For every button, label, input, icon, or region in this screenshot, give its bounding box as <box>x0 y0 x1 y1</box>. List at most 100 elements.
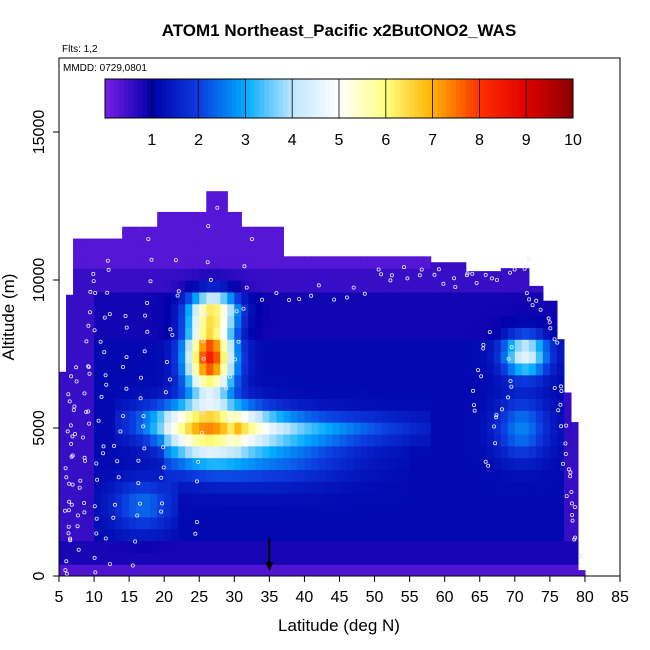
heatmap-cell <box>122 280 130 293</box>
heatmap-cell <box>241 457 249 471</box>
heatmap-cell <box>374 339 383 352</box>
heatmap-cell <box>367 433 376 447</box>
sample-point <box>92 328 97 333</box>
heatmap-cell <box>206 374 214 388</box>
colorbar-segment <box>418 79 424 118</box>
heatmap-cell <box>563 552 572 565</box>
heatmap-cell <box>115 398 123 411</box>
heatmap-cell <box>290 351 299 364</box>
sample-point <box>441 281 446 286</box>
heatmap-cell <box>346 351 355 364</box>
heatmap-cell <box>122 232 130 246</box>
heatmap-cell <box>346 433 355 447</box>
heatmap-cell <box>171 504 179 518</box>
heatmap-cell <box>73 327 81 340</box>
heatmap-cell <box>192 564 200 576</box>
heatmap-cell <box>381 422 390 435</box>
sample-point <box>494 277 499 282</box>
heatmap-cell <box>409 481 418 494</box>
heatmap-cell <box>206 327 214 340</box>
heatmap-cell <box>115 552 123 565</box>
heatmap-cell <box>297 303 306 317</box>
sample-point <box>81 435 86 440</box>
colorbar-segment <box>142 79 148 118</box>
heatmap-cell <box>416 481 425 494</box>
heatmap-cell <box>136 422 144 435</box>
heatmap-cell <box>241 386 249 399</box>
heatmap-cell <box>122 268 130 281</box>
colorbar-segment <box>558 79 565 118</box>
sample-point <box>388 278 393 283</box>
heatmap-cell <box>199 291 207 305</box>
heatmap-cell <box>269 327 277 340</box>
heatmap-cell <box>199 268 207 281</box>
heatmap-cell <box>213 433 221 447</box>
heatmap-cell <box>171 469 179 482</box>
heatmap-cell <box>304 374 313 388</box>
heatmap-cell <box>325 280 334 293</box>
heatmap-cell <box>150 351 158 364</box>
heatmap-cell <box>409 422 418 435</box>
heatmap-cell <box>150 457 158 471</box>
heatmap-cell <box>171 280 179 293</box>
heatmap-cell <box>395 398 404 411</box>
heatmap-cell <box>353 540 362 553</box>
heatmap-cell <box>206 516 214 530</box>
heatmap-cell <box>395 552 404 565</box>
heatmap-cell <box>339 481 348 494</box>
colorbar-segment <box>287 79 293 118</box>
heatmap-cell <box>255 315 263 328</box>
heatmap-cell <box>136 226 144 234</box>
heatmap-cell <box>87 445 95 459</box>
heatmap-cell <box>437 552 446 565</box>
heatmap-cell <box>430 398 439 411</box>
heatmap-cell <box>185 386 193 399</box>
heatmap-cell <box>479 469 488 482</box>
heatmap-cell <box>136 256 144 269</box>
heatmap-cell <box>73 398 81 411</box>
heatmap-cell <box>150 528 158 542</box>
heatmap-cell <box>570 504 579 518</box>
heatmap-cell <box>304 398 313 411</box>
heatmap-cell <box>374 315 383 328</box>
heatmap-cell <box>542 327 551 340</box>
heatmap-cell <box>311 386 320 399</box>
heatmap-cell <box>143 256 151 269</box>
heatmap-cell <box>248 327 256 340</box>
heatmap-cell <box>486 339 495 352</box>
heatmap-cell <box>500 445 509 459</box>
heatmap-cell <box>157 386 165 399</box>
heatmap-cell <box>486 504 495 518</box>
heatmap-cell <box>262 315 270 328</box>
heatmap-cell <box>178 280 186 293</box>
heatmap-cell <box>318 504 327 518</box>
sample-point <box>489 276 494 281</box>
heatmap-cell <box>241 327 249 340</box>
heatmap-cell <box>234 339 242 352</box>
heatmap-cell <box>332 256 341 269</box>
heatmap-cell <box>248 504 256 518</box>
heatmap-cell <box>122 469 130 482</box>
heatmap-cell <box>255 280 263 293</box>
heatmap-cell <box>241 232 249 246</box>
heatmap-cell <box>493 528 502 542</box>
heatmap-cell <box>353 528 362 542</box>
colorbar-segment <box>278 79 284 118</box>
heatmap-cell <box>283 445 292 459</box>
heatmap-cell <box>66 374 74 388</box>
heatmap-cell <box>136 374 144 388</box>
heatmap-cell <box>570 422 579 435</box>
heatmap-cell <box>108 445 116 459</box>
heatmap-cell <box>542 540 551 553</box>
heatmap-cell <box>395 481 404 494</box>
heatmap-cell <box>437 504 446 518</box>
sample-point <box>572 537 577 542</box>
heatmap-cell <box>367 386 376 399</box>
heatmap-cell <box>108 374 116 388</box>
heatmap-cell <box>136 244 144 257</box>
heatmap-cell <box>556 564 565 576</box>
heatmap-cell <box>360 540 369 553</box>
heatmap-cell <box>227 244 235 257</box>
heatmap-cell <box>80 374 88 388</box>
